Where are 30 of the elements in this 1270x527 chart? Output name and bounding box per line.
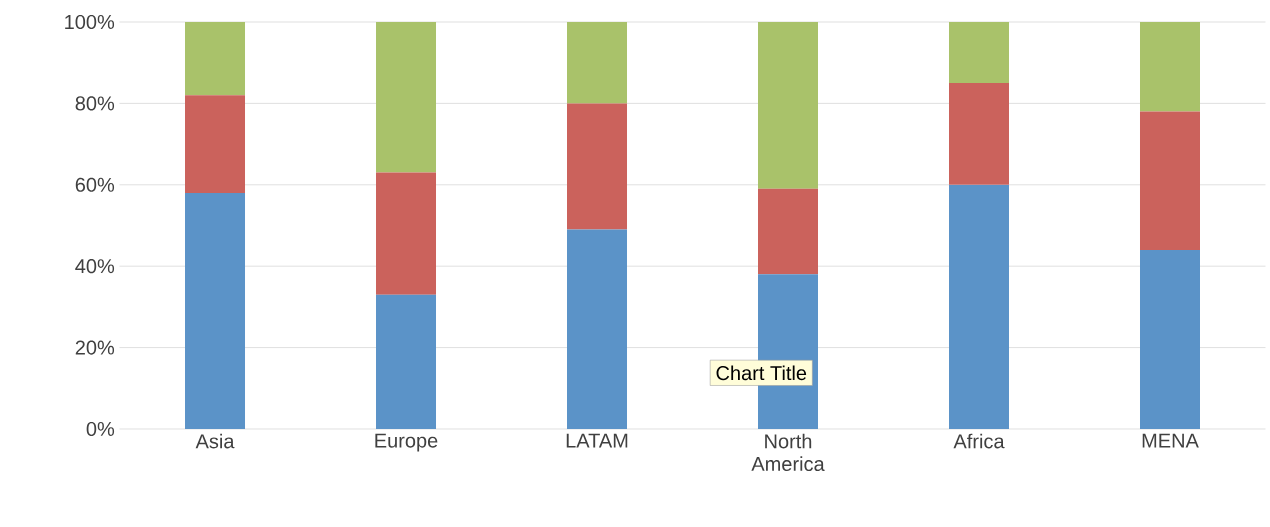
y-tick-label: 20%	[75, 340, 115, 355]
x-tick-label: MENA	[1142, 433, 1199, 448]
bar	[949, 184, 1009, 429]
bar	[185, 192, 246, 429]
x-tick-label: North America	[751, 433, 825, 472]
bar	[1140, 111, 1200, 250]
bar	[758, 188, 818, 275]
x-tick-label: Asia	[195, 433, 235, 449]
bar	[567, 21, 628, 104]
x-tick-label: Africa	[953, 433, 1005, 449]
y-tick-label: 80%	[75, 96, 115, 111]
x-tick-label: Europe	[375, 433, 438, 452]
annotation: Chart Title	[716, 365, 807, 381]
bar	[376, 294, 437, 429]
bar	[376, 21, 437, 173]
y-tick-label: 40%	[75, 259, 115, 274]
x-tick-label: LATAM	[566, 433, 628, 448]
bar	[758, 21, 818, 189]
bar	[567, 229, 628, 429]
y-tick-label: 60%	[75, 177, 115, 192]
bar	[1140, 21, 1200, 112]
bar	[1140, 249, 1200, 429]
bar	[376, 172, 437, 295]
bar	[185, 21, 246, 96]
y-tick-label: 100%	[65, 14, 115, 30]
bar	[949, 21, 1009, 84]
bar	[185, 95, 246, 193]
bar	[567, 103, 628, 230]
bar	[949, 83, 1009, 185]
y-tick-label: 0%	[86, 421, 115, 437]
